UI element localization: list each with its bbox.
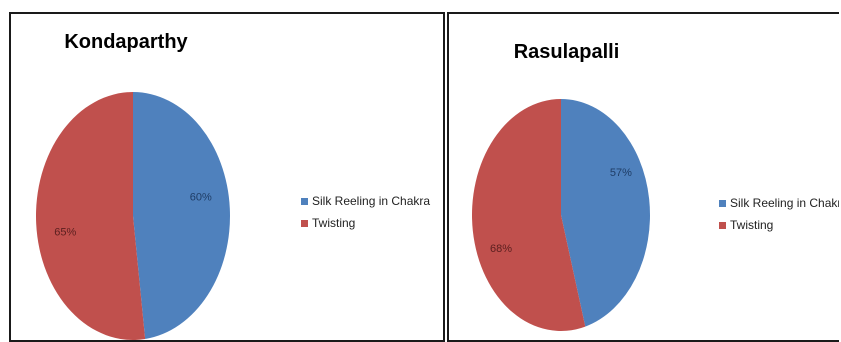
slice-label-twisting: 65% [54, 226, 76, 238]
chart-title: Kondaparthy [64, 31, 188, 53]
chart-title: Rasulapalli [513, 41, 620, 63]
legend-item-silk-reeling: Silk Reeling in Chakra [719, 192, 839, 214]
legend-swatch-twisting [719, 221, 726, 229]
pie-chart: 60% 65% [36, 92, 231, 340]
legend-item-twisting: Twisting [301, 212, 430, 234]
pie-slice-silk-reeling [133, 92, 231, 340]
legend: Silk Reeling in Chakra Twisting [301, 190, 430, 234]
pie-slice-silk-reeling [561, 99, 650, 327]
pie-chart: 57% 68% [472, 99, 650, 332]
slice-label-silk-reeling: 57% [610, 167, 632, 179]
pie-slice-twisting [36, 92, 146, 340]
slice-label-twisting: 68% [490, 243, 512, 255]
legend-swatch-silk-reeling [719, 199, 726, 207]
legend-item-twisting: Twisting [719, 214, 839, 236]
legend-label-silk-reeling: Silk Reeling in Chakra [730, 196, 839, 210]
legend: Silk Reeling in Chakra Twisting [719, 192, 839, 236]
pie-slice-twisting [472, 99, 586, 332]
legend-swatch-silk-reeling [301, 197, 308, 205]
legend-label-twisting: Twisting [730, 218, 774, 232]
slice-label-silk-reeling: 60% [190, 192, 212, 204]
chart-panel-kondaparthy: Kondaparthy 60% 65% Silk Reeling in Chakr… [9, 12, 445, 342]
legend-swatch-twisting [301, 219, 308, 227]
chart-panel-rasulapalli: Rasulapalli 57% 68% Silk Reeling in Chakr… [447, 12, 839, 342]
legend-item-silk-reeling: Silk Reeling in Chakra [301, 190, 430, 212]
legend-label-twisting: Twisting [312, 216, 356, 230]
legend-label-silk-reeling: Silk Reeling in Chakra [312, 194, 431, 208]
